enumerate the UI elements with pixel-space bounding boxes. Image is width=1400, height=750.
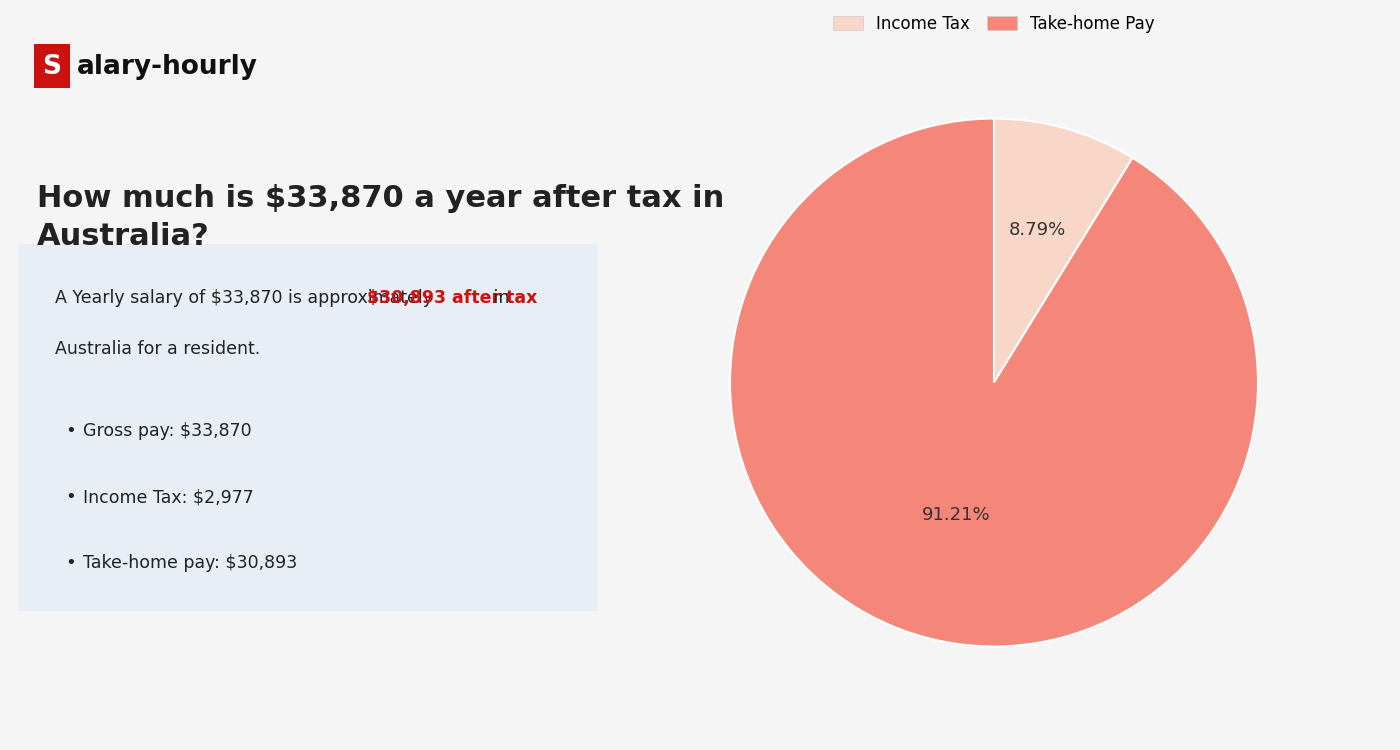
Wedge shape: [994, 118, 1133, 382]
Text: 91.21%: 91.21%: [923, 506, 991, 524]
Text: Gross pay: $33,870: Gross pay: $33,870: [83, 422, 252, 440]
Text: How much is $33,870 a year after tax in
Australia?: How much is $33,870 a year after tax in …: [36, 184, 724, 251]
Text: S: S: [42, 54, 62, 80]
Text: in: in: [487, 289, 510, 307]
Legend: Income Tax, Take-home Pay: Income Tax, Take-home Pay: [826, 8, 1162, 39]
Text: A Yearly salary of $33,870 is approximately: A Yearly salary of $33,870 is approximat…: [56, 289, 440, 307]
Text: alary-hourly: alary-hourly: [77, 54, 258, 80]
Wedge shape: [729, 118, 1259, 646]
Text: Australia for a resident.: Australia for a resident.: [56, 340, 260, 358]
Text: •: •: [66, 488, 76, 506]
Text: $30,893 after tax: $30,893 after tax: [367, 289, 538, 307]
Text: •: •: [66, 554, 76, 572]
Text: Income Tax: $2,977: Income Tax: $2,977: [83, 488, 253, 506]
Text: 8.79%: 8.79%: [1008, 221, 1065, 239]
FancyBboxPatch shape: [34, 44, 70, 88]
Text: Take-home pay: $30,893: Take-home pay: $30,893: [83, 554, 297, 572]
Text: •: •: [66, 422, 76, 440]
FancyBboxPatch shape: [18, 244, 598, 611]
